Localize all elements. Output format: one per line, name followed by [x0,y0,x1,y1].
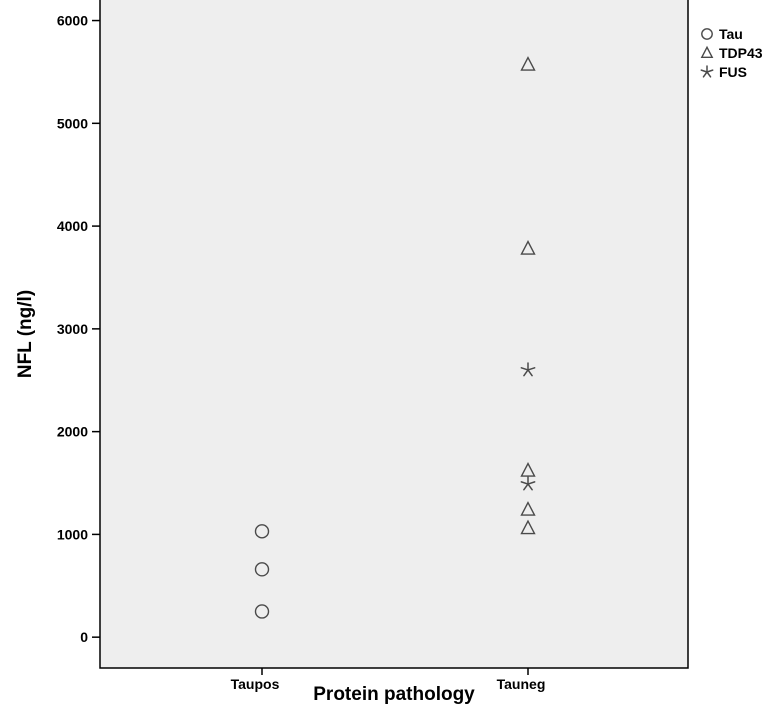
y-tick-label: 5000 [57,115,88,131]
y-tick-label: 0 [80,629,88,645]
y-axis-title: NFL (ng/l) [15,290,36,378]
y-tick-label: 6000 [57,13,88,29]
triangle-icon [700,45,714,58]
legend-item-tau: Tau [701,26,743,42]
y-axis: 0 1000 2000 3000 4000 5000 6000 [57,13,100,645]
y-tick-label: 3000 [57,321,88,337]
data-points [254,56,536,619]
legend: Tau TDP43 FUS [700,26,763,80]
legend-label: Tau [719,26,743,42]
data-point-tdp43 [520,501,536,516]
legend-label: FUS [719,64,747,80]
x-axis: Taupos Tauneg [231,668,546,692]
y-tick-label: 2000 [57,424,88,440]
data-point-fus [520,362,536,377]
legend-label: TDP43 [719,45,763,61]
circle-icon [701,28,713,40]
x-axis-title: Protein pathology [313,684,475,705]
plot-area [99,0,689,669]
x-tick-label: Tauneg [497,676,546,692]
y-tick-label: 1000 [57,526,88,542]
data-point-tdp43 [520,519,536,535]
legend-item-tdp43: TDP43 [700,45,763,61]
data-point-tau [254,524,270,539]
y-tick-label: 4000 [57,218,88,234]
data-point-tdp43 [520,462,536,477]
data-point-tdp43 [520,240,536,255]
data-point-tdp43 [520,56,536,71]
data-point-fus [520,476,536,491]
data-point-tau [254,562,270,577]
legend-item-fus: FUS [700,64,747,80]
x-tick-label: Taupos [231,676,280,692]
star-icon [700,65,714,78]
data-point-tau [254,604,270,619]
